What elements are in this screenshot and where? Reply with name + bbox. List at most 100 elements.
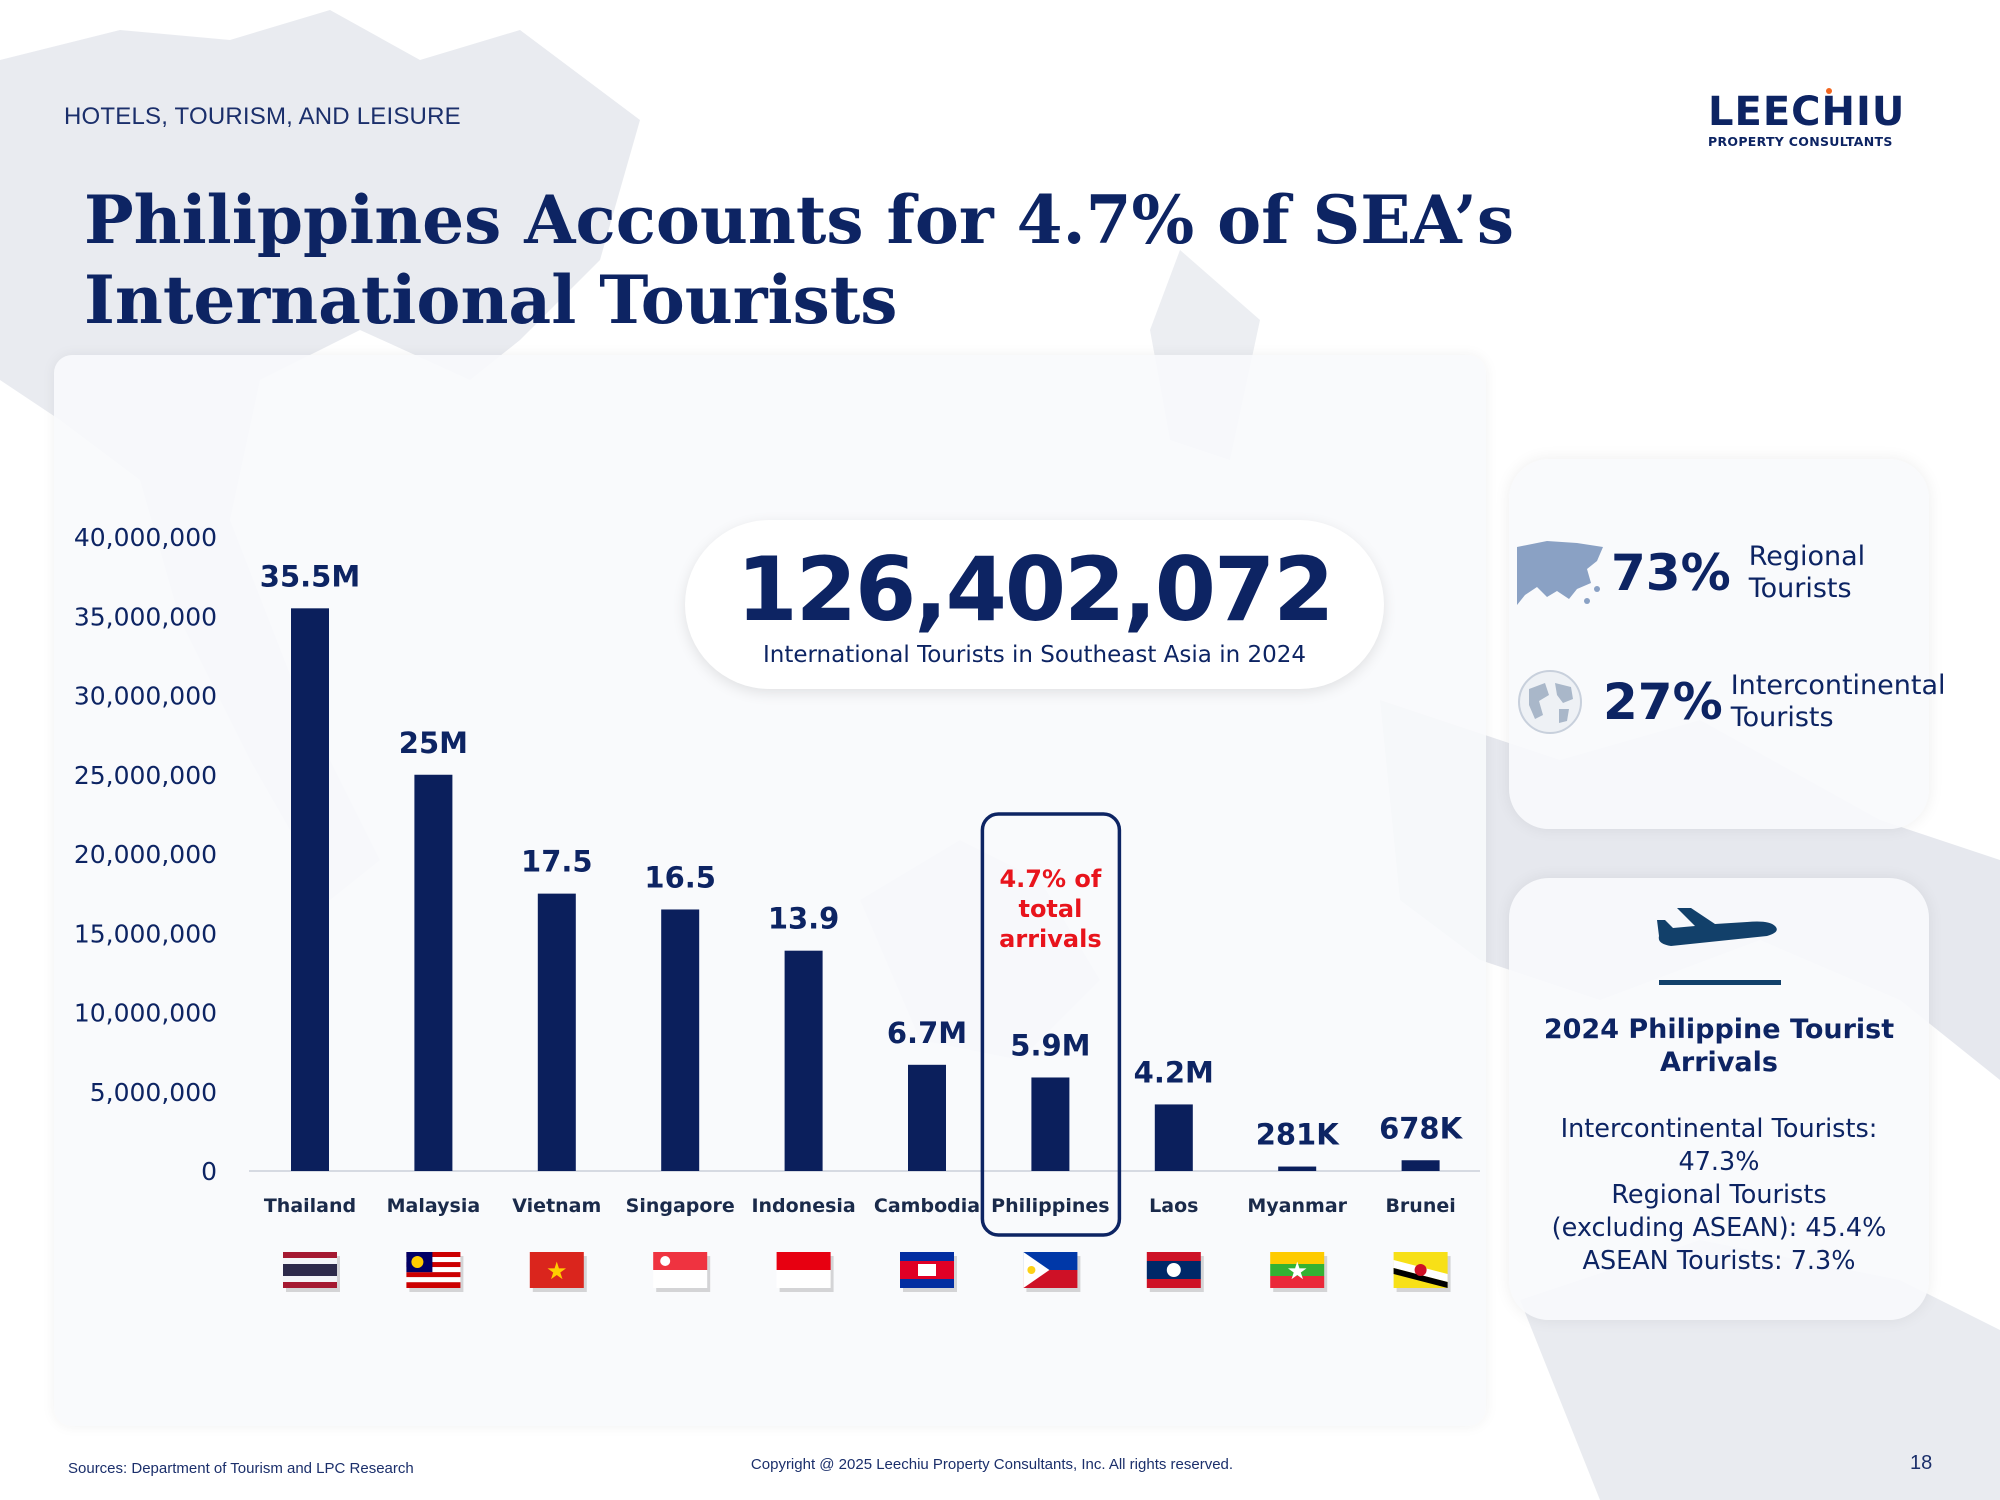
data-label: 13.9 <box>768 902 840 936</box>
sg-moon <box>660 1256 671 1266</box>
bar-thailand <box>291 608 329 1171</box>
ph-sun <box>1027 1266 1036 1274</box>
malaysia-flag-stripe <box>406 1272 461 1278</box>
data-label: 6.7M <box>887 1016 967 1050</box>
tourist-breakdown-card: 73% Regional Tourists 27% Intercontinent… <box>1509 459 1946 829</box>
malaysia-flag-stripe <box>406 1257 461 1263</box>
y-tick-label: 35,000,000 <box>74 602 217 631</box>
myanmar-flag-stripe <box>1270 1252 1325 1264</box>
y-tick-label: 30,000,000 <box>74 682 217 711</box>
y-tick-label: 15,000,000 <box>74 919 217 948</box>
data-label: 678K <box>1379 1111 1464 1145</box>
bar-myanmar <box>1278 1166 1317 1171</box>
bar-vietnam <box>537 893 576 1171</box>
category-label: Myanmar <box>1247 1195 1347 1217</box>
bn-crest <box>1414 1264 1427 1276</box>
intercontinental-stat: 27% Intercontinental Tourists <box>1517 669 1961 735</box>
y-tick-label: 25,000,000 <box>74 761 217 790</box>
category-label: Singapore <box>626 1195 735 1217</box>
bn-stripe <box>1393 1268 1448 1288</box>
singapore-flag-stripe <box>653 1270 708 1288</box>
bar-philippines <box>1031 1077 1070 1171</box>
cambodia-flag-stripe <box>900 1252 954 1261</box>
myanmar-flag-stripe <box>1270 1276 1325 1288</box>
thailand-flag-stripe <box>283 1258 337 1264</box>
category-label: Cambodia <box>874 1195 980 1217</box>
ph-arrivals-card: 2024 Philippine Tourist Arrivals Interco… <box>1509 878 1929 1320</box>
category-label: Indonesia <box>751 1195 855 1217</box>
data-label: 16.5 <box>644 860 716 894</box>
thailand-flag-stripe <box>283 1264 337 1276</box>
breakdown-line: ASEAN Tourists: 7.3% <box>1582 1246 1856 1276</box>
total-tourists-caption: International Tourists in Southeast Asia… <box>762 642 1307 668</box>
category-label: Malaysia <box>387 1195 481 1217</box>
y-tick-label: 10,000,000 <box>74 999 217 1028</box>
y-tick-label: 20,000,000 <box>74 840 217 869</box>
malaysia-flag-stripe <box>406 1262 461 1268</box>
highlight-annotation: 4.7% of <box>999 865 1101 893</box>
bar-malaysia <box>414 774 453 1171</box>
ph-arrivals-breakdown: Intercontinental Tourists: 47.3% Regiona… <box>1509 1113 1929 1278</box>
my-crescent <box>411 1256 424 1268</box>
page-number: 18 <box>1910 1452 1933 1474</box>
highlight-annotation: arrivals <box>999 925 1101 953</box>
data-label: 4.2M <box>1134 1055 1214 1089</box>
data-label: 35.5M <box>260 559 360 593</box>
category-label: Laos <box>1149 1195 1198 1217</box>
logo-wordmark: LEECHIU <box>1708 89 1906 135</box>
data-label: 5.9M <box>1010 1028 1090 1062</box>
intercontinental-label: Intercontinental Tourists <box>1730 670 1946 733</box>
breakdown-line: (excluding ASEAN): 45.4% <box>1551 1213 1887 1243</box>
data-label: 17.5 <box>521 845 593 879</box>
bar-brunei <box>1401 1160 1440 1171</box>
category-label: Vietnam <box>512 1195 601 1217</box>
bar-indonesia <box>784 950 823 1171</box>
logo-dot <box>1826 88 1832 94</box>
star-icon: ★ <box>1286 1258 1308 1285</box>
malaysia-flag-stripe <box>406 1252 461 1258</box>
airplane-icon <box>1657 908 1777 946</box>
thailand-flag-stripe <box>283 1252 337 1258</box>
logo-subtitle: PROPERTY CONSULTANTS <box>1708 134 1893 149</box>
regional-label: Regional Tourists <box>1748 541 1866 604</box>
category-label: Philippines <box>991 1195 1109 1217</box>
regional-stat: 73% Regional Tourists <box>1517 539 1879 607</box>
globe-icon <box>1518 670 1582 734</box>
bar-cambodia <box>908 1064 946 1171</box>
laos-moon <box>1166 1263 1181 1277</box>
leechiu-logo: LEECHIU PROPERTY CONSULTANTS <box>1708 90 1918 149</box>
breakdown-line: Regional Tourists <box>1611 1180 1827 1210</box>
asia-map-icon <box>1517 541 1603 605</box>
vietnam-flag-stripe <box>529 1252 584 1288</box>
category-label: Thailand <box>264 1195 356 1217</box>
bar-laos <box>1154 1104 1193 1171</box>
malaysia-flag-stripe <box>406 1277 461 1283</box>
bar-singapore <box>661 909 700 1171</box>
star-icon: ★ <box>546 1258 568 1285</box>
y-tick-label: 40,000,000 <box>74 523 217 552</box>
total-tourists-value: 126,402,072 <box>736 538 1335 641</box>
indonesia-flag-stripe <box>776 1270 831 1288</box>
laos-flag-stripe <box>1146 1252 1201 1261</box>
copyright: Copyright @ 2025 Leechiu Property Consul… <box>750 1456 1234 1473</box>
highlight-annotation: total <box>1018 895 1082 923</box>
breakdown-line: 47.3% <box>1678 1147 1760 1177</box>
kh-temple <box>918 1264 936 1276</box>
y-tick-label: 0 <box>201 1157 217 1186</box>
sources-note: Sources: Department of Tourism and LPC R… <box>68 1460 414 1477</box>
data-label: 25M <box>399 726 468 760</box>
thailand-flag-stripe <box>283 1276 337 1282</box>
laos-flag-stripe <box>1146 1279 1201 1288</box>
section-label: HOTELS, TOURISM, AND LEISURE <box>64 103 461 130</box>
category-label: Brunei <box>1385 1195 1455 1217</box>
ph-triangle <box>1023 1252 1050 1288</box>
y-tick-label: 5,000,000 <box>90 1078 217 1107</box>
ph-arrivals-title: 2024 Philippine Tourist Arrivals <box>1543 1014 1895 1078</box>
malaysia-flag-stripe <box>406 1267 461 1273</box>
thailand-flag-stripe <box>283 1282 337 1288</box>
intercontinental-pct: 27% <box>1603 673 1723 731</box>
malaysia-flag-stripe <box>406 1282 461 1288</box>
myanmar-flag-stripe <box>1270 1264 1325 1276</box>
divider <box>1659 980 1781 985</box>
